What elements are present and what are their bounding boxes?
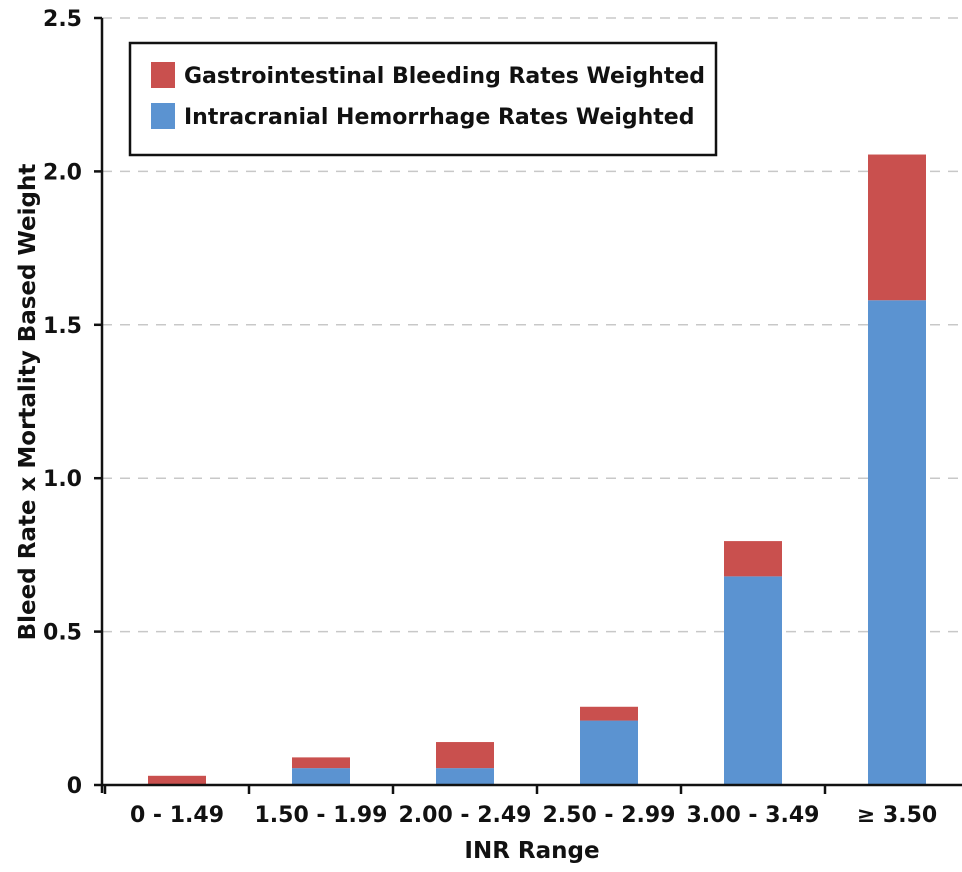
bar-segment-intracranial: [868, 300, 926, 785]
legend-label: Gastrointestinal Bleeding Rates Weighted: [184, 64, 705, 89]
y-tick-labels: 0 0.5 1.0 1.5 2.0 2.5: [43, 7, 82, 799]
y-tick-label: 1.5: [43, 314, 82, 339]
bar-segment-gastrointestinal: [724, 541, 782, 577]
x-tick-label: 1.50 - 1.99: [254, 803, 387, 828]
y-tick-label: 0: [67, 774, 82, 799]
bar-segment-gastrointestinal: [580, 706, 638, 721]
legend-swatch: [151, 62, 175, 88]
bar-segment-gastrointestinal: [148, 775, 206, 785]
bar-segment-intracranial: [292, 768, 350, 785]
x-tick-label: ≥ 3.50: [857, 803, 937, 828]
x-tick-label: 2.00 - 2.49: [398, 803, 531, 828]
bar-segment-gastrointestinal: [868, 154, 926, 301]
x-axis-title: INR Range: [464, 838, 599, 864]
x-tick-label: 3.00 - 3.49: [686, 803, 819, 828]
y-tick-label: 2.5: [43, 7, 82, 32]
y-tick-label: 2.0: [43, 160, 82, 185]
bar-segment-gastrointestinal: [292, 757, 350, 769]
bars: [148, 154, 926, 785]
y-tick-label: 0.5: [43, 621, 82, 646]
x-tick-labels: 0 - 1.49 1.50 - 1.99 2.00 - 2.49 2.50 - 2.9…: [130, 803, 937, 828]
x-tick-label: 0 - 1.49: [130, 803, 224, 828]
legend-label: Intracranial Hemorrhage Rates Weighted: [184, 105, 694, 130]
bar-segment-intracranial: [436, 768, 494, 785]
legend-swatch: [151, 103, 175, 129]
y-tick-label: 1.0: [43, 467, 82, 492]
y-axis-title: Bleed Rate x Mortality Based Weight: [15, 164, 41, 641]
axes: [94, 16, 962, 794]
legend-box: [128, 41, 718, 157]
bar-segment-intracranial: [580, 720, 638, 785]
bar-segment-gastrointestinal: [436, 742, 494, 769]
bar-segment-intracranial: [724, 576, 782, 785]
x-tick-label: 2.50 - 2.99: [542, 803, 675, 828]
legend: Gastrointestinal Bleeding Rates Weighted…: [128, 41, 718, 157]
